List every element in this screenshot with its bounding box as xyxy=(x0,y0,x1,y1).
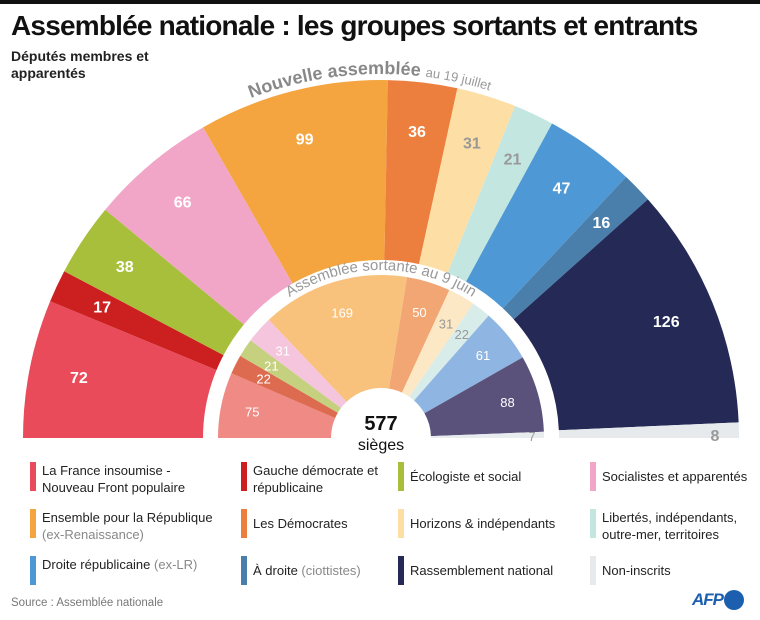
inner-segment-10 xyxy=(430,431,544,438)
outer-value-label: 66 xyxy=(174,194,192,211)
outer-segment-0 xyxy=(23,301,217,438)
outer-value-label: 17 xyxy=(93,299,111,316)
inner-segment-6 xyxy=(401,290,474,397)
legend-swatch xyxy=(30,556,36,585)
inner-segment-4 xyxy=(268,275,408,402)
legend-label: Gauche démocrate et républicaine xyxy=(253,463,379,495)
total-seats: 577 xyxy=(364,413,397,435)
outer-segment-6 xyxy=(418,88,516,273)
outer-value-label: 99 xyxy=(296,132,314,149)
legend-label: Écologiste et social xyxy=(410,469,522,484)
legend-swatch xyxy=(241,556,247,585)
legend-swatch xyxy=(590,556,596,585)
outer-value-label: 38 xyxy=(116,259,134,276)
outer-value-label: 31 xyxy=(463,136,481,153)
inner-value-label: 75 xyxy=(245,404,259,419)
legend-item: La France insoumise - Nouveau Front popu… xyxy=(30,462,220,496)
inner-value-label: 22 xyxy=(256,372,270,387)
inner-value-label: 50 xyxy=(412,305,426,320)
afp-logo: AFP xyxy=(692,590,744,610)
outer-value-label: 16 xyxy=(593,215,611,232)
legend-swatch xyxy=(30,509,36,538)
inner-value-label: 22 xyxy=(455,327,469,342)
outer-segment-9 xyxy=(502,177,648,320)
outer-value-label: 47 xyxy=(553,180,571,197)
legend-label: Horizons & indépendants xyxy=(410,516,556,531)
inner-value-label: 21 xyxy=(264,358,278,373)
outer-value-label: 8 xyxy=(711,428,720,445)
legend-swatch xyxy=(590,462,596,491)
legend-label: La France insoumise - Nouveau Front popu… xyxy=(42,463,186,495)
outer-value-label: 21 xyxy=(504,151,522,168)
legend-swatch xyxy=(398,556,404,585)
legend-swatch xyxy=(398,462,404,491)
legend-label: Ensemble pour la République (ex-Renaissa… xyxy=(42,510,213,542)
outer-segment-4 xyxy=(203,80,388,284)
legend-swatch xyxy=(398,509,404,538)
legend-item: Gauche démocrate et républicaine xyxy=(241,462,431,496)
legend-swatch xyxy=(590,509,596,538)
outer-value-label: 72 xyxy=(70,370,88,387)
inner-value-label: 31 xyxy=(439,317,453,332)
inner-value-label: 169 xyxy=(331,305,353,320)
legend-label: Socialistes et apparentés xyxy=(602,469,748,484)
inner-value-label: 61 xyxy=(476,348,490,363)
legend-item: Non-inscrits xyxy=(590,556,755,585)
outer-segment-5 xyxy=(384,80,458,265)
legend-item: Rassemblement national xyxy=(398,556,588,585)
outer-segment-7 xyxy=(447,106,553,282)
inner-segment-1 xyxy=(231,355,338,419)
legend-label: Droite républicaine (ex-LR) xyxy=(42,557,198,572)
legend-item: Écologiste et social xyxy=(398,462,588,491)
inner-value-label: 31 xyxy=(276,344,290,359)
top-border xyxy=(0,0,760,4)
outer-segment-11 xyxy=(558,422,739,438)
outer-segment-1 xyxy=(50,271,224,370)
inner-segment-3 xyxy=(250,319,347,409)
inner-segment-2 xyxy=(240,340,341,413)
legend-swatch xyxy=(241,462,247,491)
legend-label: À droite (ciottistes) xyxy=(253,563,361,578)
outer-segment-2 xyxy=(64,209,244,356)
legend-item: Ensemble pour la République (ex-Renaissa… xyxy=(30,509,220,543)
legend-item: Horizons & indépendants xyxy=(398,509,588,538)
inner-segment-7 xyxy=(409,303,489,401)
legend-item: À droite (ciottistes) xyxy=(241,556,431,585)
outer-value-label: 126 xyxy=(653,314,680,331)
outer-segment-8 xyxy=(466,123,627,309)
outer-value-label: 36 xyxy=(408,124,426,141)
total-unit: sièges xyxy=(358,437,404,454)
inner-segment-8 xyxy=(414,315,523,414)
chart-title: Assemblée nationale : les groupes sortan… xyxy=(11,10,698,41)
legend-label: Rassemblement national xyxy=(410,563,554,578)
chart-subtitle: Députés membres et apparentés xyxy=(11,48,149,81)
legend-swatch xyxy=(241,509,247,538)
legend-item: Droite républicaine (ex-LR) xyxy=(30,556,220,585)
legend-item: Socialistes et apparentés xyxy=(590,462,755,491)
inner-segment-0 xyxy=(218,373,336,438)
inner-value-label: 7 xyxy=(528,429,535,444)
inner-value-label: 88 xyxy=(500,395,514,410)
legend-item: Libertés, indépendants, outre-mer, terri… xyxy=(590,509,755,543)
source-note: Source : Assemblée nationale xyxy=(11,597,164,609)
outer-segment-10 xyxy=(513,199,739,431)
outer-segment-3 xyxy=(105,127,293,325)
legend-label: Les Démocrates xyxy=(253,516,348,531)
legend-label: Libertés, indépendants, outre-mer, terri… xyxy=(602,510,738,542)
legend-label: Non-inscrits xyxy=(602,563,671,578)
legend-swatch xyxy=(30,462,36,491)
inner-segment-9 xyxy=(424,357,544,437)
legend-item: Les Démocrates xyxy=(241,509,431,538)
inner-segment-5 xyxy=(388,277,450,393)
center-disc xyxy=(332,389,430,460)
